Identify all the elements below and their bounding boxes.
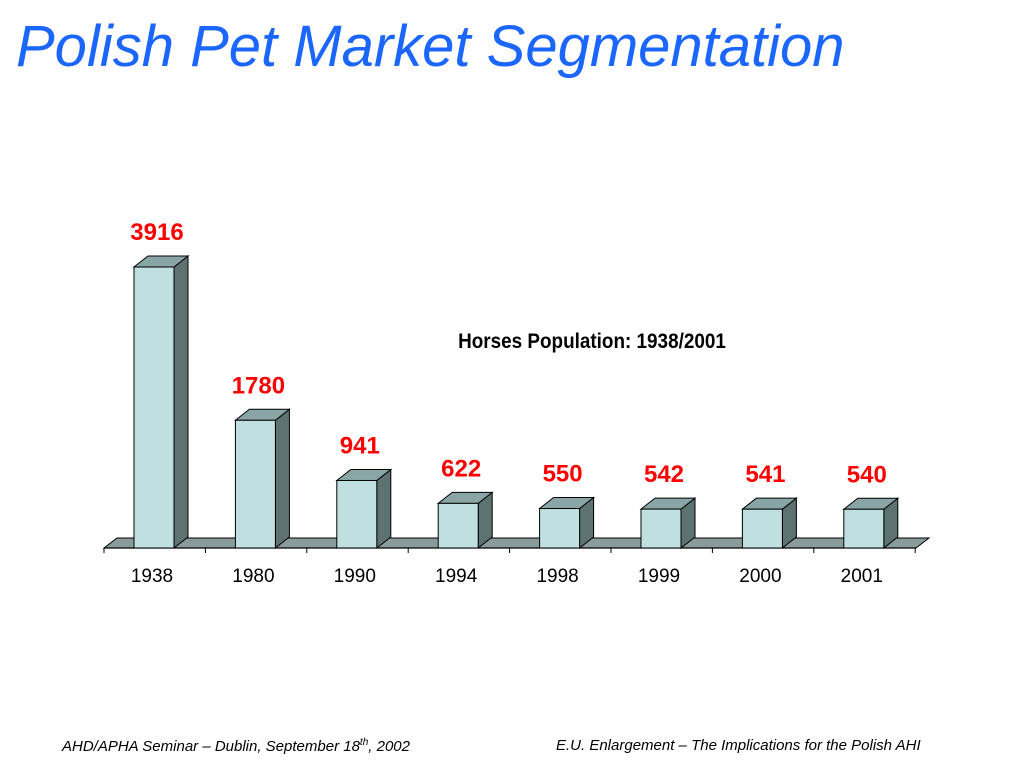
bar-side-face <box>274 408 290 550</box>
x-tick-label-1938: 1938 <box>131 566 173 587</box>
bar-front-face <box>741 508 783 549</box>
bar-front-face <box>234 419 276 549</box>
footer-seminar-text: AHD/APHA Seminar – Dublin, September 18t… <box>62 737 410 755</box>
chart-floor-slab <box>102 537 931 549</box>
data-label-1980: 1780 <box>232 372 285 399</box>
bar-1998 <box>538 496 596 550</box>
footer-seminar-superscript: th <box>359 737 369 748</box>
data-label-1938: 3916 <box>130 219 183 246</box>
data-label-1998: 550 <box>543 461 583 488</box>
data-label-2000: 541 <box>745 461 785 488</box>
x-tick-label-1999: 1999 <box>638 566 680 587</box>
data-label-1999: 542 <box>644 461 684 488</box>
bar-1980 <box>233 408 291 550</box>
x-tick-label-2001: 2001 <box>841 566 883 587</box>
data-label-1994: 622 <box>441 455 481 482</box>
bar-1990 <box>335 468 393 550</box>
x-tick-label-1994: 1994 <box>435 566 478 587</box>
x-tick-label-1990: 1990 <box>334 566 376 587</box>
x-tick-label-2000: 2000 <box>739 566 781 587</box>
bar-side-face <box>376 468 392 550</box>
x-tick-label-1980: 1980 <box>232 566 274 587</box>
bar-1938 <box>132 254 190 550</box>
chart-title: Horses Population: 1938/2001 <box>458 330 726 353</box>
chart-bars <box>132 254 900 550</box>
bar-front-face <box>539 508 581 549</box>
x-tick-label-1998: 1998 <box>536 566 578 587</box>
data-label-1990: 941 <box>340 432 380 459</box>
chart-floor <box>102 537 931 549</box>
bar-2001 <box>842 497 900 550</box>
slide-title: Polish Pet Market Segmentation <box>16 14 845 79</box>
footer-presentation-text: E.U. Enlargement – The Implications for … <box>556 737 921 754</box>
bar-1994 <box>436 491 494 550</box>
bar-front-face <box>133 266 175 549</box>
bar-front-face <box>843 508 885 549</box>
bar-1999 <box>639 497 697 550</box>
bar-front-face <box>336 479 378 549</box>
data-label-2001: 540 <box>847 461 887 488</box>
bar-front-face <box>640 508 682 549</box>
footer-seminar-main: AHD/APHA Seminar – Dublin, September 18 <box>62 738 360 755</box>
bar-2000 <box>740 497 798 550</box>
bar-front-face <box>437 502 479 549</box>
bar-side-face <box>173 254 189 550</box>
chart-x-axis: 1938 1980 1990 1994 1998 1999 2000 2001 <box>103 548 916 587</box>
footer-seminar-year: , 2002 <box>368 738 410 755</box>
chart-data-labels: 3916 1780 941 622 550 542 541 540 <box>130 219 887 488</box>
